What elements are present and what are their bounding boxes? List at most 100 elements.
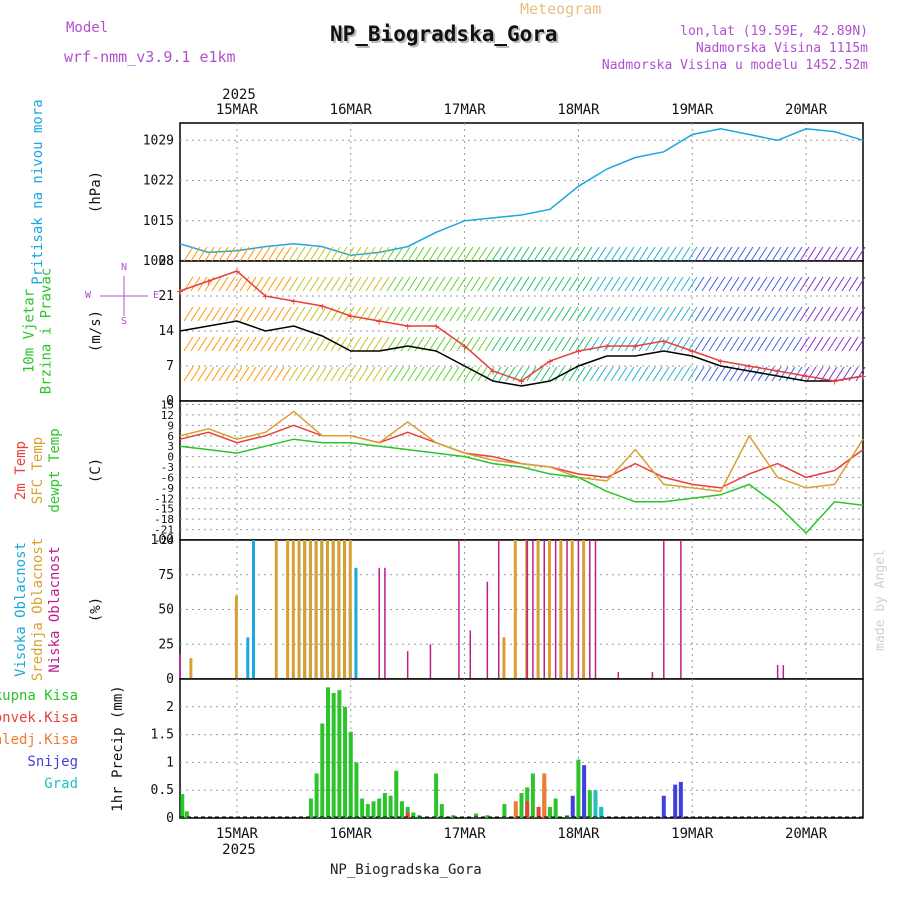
cloud-bar <box>354 568 357 679</box>
cloud-bar <box>332 540 335 679</box>
year-label-top: 2025 <box>222 87 256 103</box>
cloud-bar <box>548 540 551 679</box>
cloud-bar <box>315 540 318 679</box>
precip-bar <box>599 807 603 818</box>
precip-bar <box>360 799 364 818</box>
y-tick-label: 1022 <box>143 174 174 189</box>
precip-bar <box>662 796 666 818</box>
gust-marker: + <box>490 365 497 378</box>
cloud-bar <box>582 540 585 679</box>
gust-marker: + <box>604 340 611 353</box>
x-tick-label-top: 19MAR <box>671 102 714 118</box>
precip-bar <box>593 790 597 818</box>
gust-marker: + <box>461 340 468 353</box>
cloud-bar <box>303 540 306 679</box>
precip-bar <box>309 799 313 818</box>
panel-unit: (C) <box>88 458 104 483</box>
precip-legend-entry: Zaledj.Kisa <box>0 732 78 748</box>
panel-frame <box>180 123 863 261</box>
cloud-bar <box>326 540 329 679</box>
panel-unit: 1hr Precip (mm) <box>110 685 126 811</box>
precip-bar <box>531 774 535 818</box>
precip-bar <box>337 690 341 818</box>
precip-bar <box>372 801 376 818</box>
cloud-bar <box>320 540 323 679</box>
compass-n: N <box>121 262 127 273</box>
precip-bar <box>377 799 381 818</box>
precip-bar <box>679 782 683 818</box>
compass-e: E <box>153 290 159 301</box>
gust-marker: + <box>347 310 354 323</box>
precip-bar <box>366 804 370 818</box>
compass-s: S <box>121 316 127 327</box>
y-tick-label: 0.5 <box>151 783 174 798</box>
cloud-bar <box>502 637 505 679</box>
precip-bar <box>576 760 580 818</box>
gust-marker: + <box>319 300 326 313</box>
gust-marker: + <box>860 370 867 383</box>
precip-bar <box>537 807 541 818</box>
cloud-bar <box>343 540 346 679</box>
y-tick-label: 2 <box>166 700 174 715</box>
gust-marker: + <box>547 355 554 368</box>
panel-label: 2m Temp <box>13 441 29 500</box>
x-tick-label-bottom: 19MAR <box>671 826 714 842</box>
x-tick-label-bottom: 17MAR <box>444 826 487 842</box>
meteogram-svg: 1008101510221029Pritisak na nivou mora (h… <box>0 0 900 900</box>
precip-bar <box>520 793 524 818</box>
x-tick-label-bottom: 16MAR <box>330 826 373 842</box>
y-tick-label: 0 <box>166 672 174 687</box>
y-tick-label: 1015 <box>143 214 174 229</box>
precip-bar <box>582 765 586 818</box>
gust-marker: + <box>660 335 667 348</box>
panel-label: 10m Vjetar <box>22 289 38 373</box>
gust-marker: + <box>632 340 639 353</box>
precip-bar <box>354 762 358 818</box>
gust-marker: + <box>831 375 838 388</box>
cloud-bar <box>337 540 340 679</box>
panel-label: dewpt Temp <box>47 428 63 512</box>
precip-bar <box>554 799 558 818</box>
precip-bar <box>383 793 387 818</box>
precip-bar <box>514 801 518 818</box>
year-label-bottom: 2025 <box>222 842 256 858</box>
cloud-bar <box>252 540 255 679</box>
y-tick-label: 25 <box>158 637 174 652</box>
precip-bar <box>400 801 404 818</box>
y-tick-label: 50 <box>158 603 174 618</box>
x-tick-label-top: 18MAR <box>557 102 600 118</box>
panel-unit: (hPa) <box>88 171 104 213</box>
gust-marker: + <box>262 290 269 303</box>
y-tick-label: 7 <box>166 359 174 374</box>
cloud-bar <box>246 637 249 679</box>
cloud-bar <box>189 658 192 679</box>
precip-legend-entry: Ukupna Kisa <box>0 688 78 704</box>
precip-bar <box>525 801 529 818</box>
cloud-bar <box>235 596 238 679</box>
gust-marker: + <box>433 320 440 333</box>
gust-marker: + <box>717 355 724 368</box>
gust-marker: + <box>575 345 582 358</box>
gust-marker: + <box>234 265 241 278</box>
precip-bar <box>440 804 444 818</box>
precip-bar <box>434 774 438 818</box>
x-tick-label-bottom: 15MAR <box>216 826 259 842</box>
y-tick-label: 1 <box>166 755 174 770</box>
precip-bar <box>548 807 552 818</box>
y-tick-label: 1.5 <box>151 728 174 743</box>
x-tick-label-top: 15MAR <box>216 102 259 118</box>
gust-marker: + <box>404 320 411 333</box>
precip-legend-entry: Konvek.Kisa <box>0 710 78 726</box>
x-tick-label-top: 16MAR <box>330 102 373 118</box>
precip-legend-entry: Snijeg <box>27 754 78 770</box>
cloud-bar <box>286 540 289 679</box>
precip-bar <box>502 804 506 818</box>
panel-label: Pritisak na nivou mora <box>30 99 46 284</box>
y-tick-label: 75 <box>158 568 174 583</box>
y-tick-label: 1029 <box>143 133 174 148</box>
cloud-bar <box>571 540 574 679</box>
precip-bar <box>673 785 677 818</box>
cloud-bar <box>309 540 312 679</box>
x-tick-label-top: 17MAR <box>444 102 487 118</box>
panel-label: SFC Temp <box>30 437 46 504</box>
